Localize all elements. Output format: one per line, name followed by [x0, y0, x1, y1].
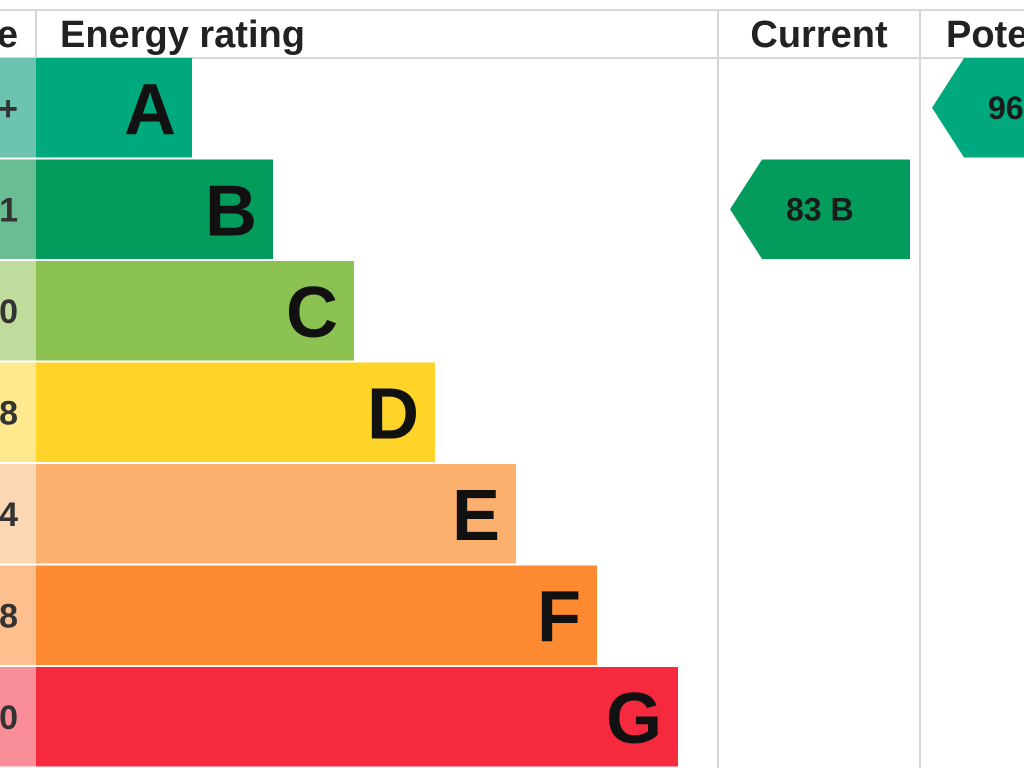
- header-score: Score: [0, 14, 18, 56]
- score-range-c: 69-80: [0, 293, 18, 331]
- band-letter-a: A: [124, 70, 176, 150]
- current-rating-label: 83 B: [786, 191, 854, 227]
- band-bar-b: [36, 159, 273, 259]
- rating-bands: 92+ A 81-91 B 69-80 C 55-68 D 39-54 E 21-38 F 1-20 G: [0, 58, 678, 767]
- score-cell-g: [0, 667, 36, 767]
- score-range-b: 81-91: [0, 191, 18, 229]
- score-range-g: 1-20: [0, 699, 18, 737]
- potential-rating-arrow: [932, 58, 1024, 158]
- band-letter-c: C: [286, 273, 338, 353]
- score-range-e: 39-54: [0, 496, 18, 534]
- band-letter-e: E: [452, 476, 500, 556]
- header-potential: Potential: [946, 14, 1024, 56]
- score-cell-f: [0, 565, 36, 665]
- score-cell-e: [0, 464, 36, 564]
- header-current: Current: [750, 14, 888, 56]
- score-cell-a: [0, 58, 36, 158]
- potential-rating-label: 96 A: [988, 90, 1024, 126]
- band-letter-b: B: [205, 171, 257, 251]
- score-cell-c: [0, 261, 36, 361]
- band-bar-f: [36, 565, 597, 665]
- band-bar-c: [36, 261, 354, 361]
- score-cell-d: [0, 362, 36, 462]
- band-bar-e: [36, 464, 516, 564]
- band-letter-g: G: [606, 679, 662, 759]
- band-bar-a: [36, 58, 192, 158]
- band-letter-d: D: [367, 374, 419, 454]
- current-rating-arrow: [730, 159, 910, 259]
- band-bar-d: [36, 362, 435, 462]
- rating-arrows: 83 B 96 A: [730, 58, 1024, 259]
- band-letter-f: F: [537, 577, 581, 657]
- score-range-f: 21-38: [0, 597, 18, 635]
- score-cell-b: [0, 159, 36, 259]
- band-bar-g: [36, 667, 678, 767]
- score-range-a: 92+: [0, 90, 18, 128]
- header-energy-rating: Energy rating: [60, 14, 305, 56]
- score-range-d: 55-68: [0, 394, 18, 432]
